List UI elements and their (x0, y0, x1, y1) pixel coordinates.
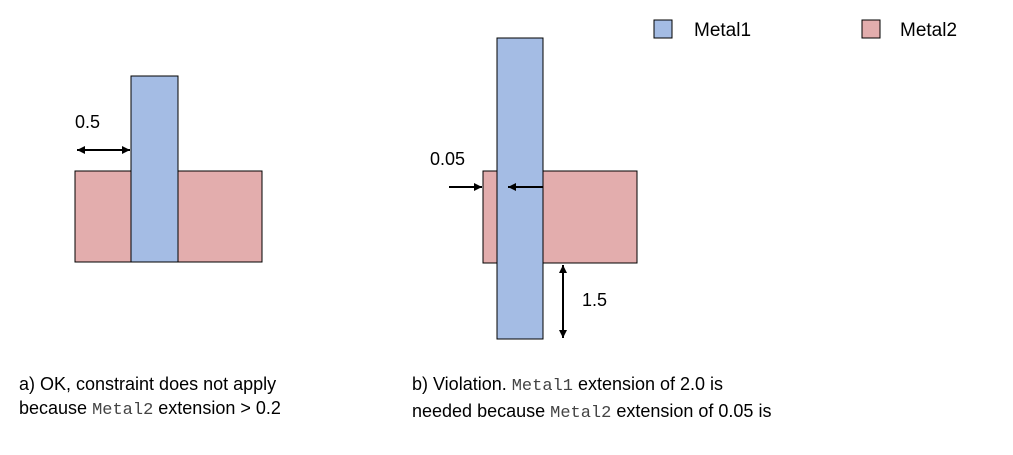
caption-b-line1: b) Violation. Metal1 extension of 2.0 is (412, 372, 771, 399)
caption-a-line2-post: extension > 0.2 (153, 398, 281, 418)
diagram-b-metal1-rect (496, 37, 544, 340)
caption-a-line2: because Metal2 extension > 0.2 (19, 396, 281, 423)
legend-metal2-label: Metal2 (900, 20, 957, 41)
legend-metal1-label: Metal1 (694, 20, 751, 41)
diagram-a: 0.5 (74, 75, 263, 263)
legend-metal2-swatch (861, 19, 881, 39)
caption-a-line1: a) OK, constraint does not apply (19, 374, 277, 394)
diagram-a-metal1-rect (130, 75, 179, 263)
legend-metal1-swatch (653, 19, 673, 39)
caption-b: b) Violation. Metal1 extension of 2.0 is… (412, 372, 771, 426)
diagram-b: 0.05 1.5 (430, 37, 638, 340)
caption-b-line1-post: extension of 2.0 is (572, 374, 724, 394)
diagram-b-bottom-dimension-label: 1.5 (582, 290, 607, 310)
diagram-a-dimension-label: 0.5 (75, 112, 100, 132)
caption-b-line2-pre: needed because (412, 401, 551, 421)
caption-b-line2-post: extension of 0.05 is (611, 401, 772, 421)
legend: Metal1 Metal2 (653, 19, 957, 41)
caption-b-line1-code: Metal1 (511, 377, 573, 396)
caption-a-line2-code: Metal2 (92, 401, 154, 420)
caption-b-line2-code: Metal2 (550, 404, 612, 423)
caption-a: a) OK, constraint does not apply because… (19, 372, 281, 423)
diagram-b-side-dimension-label: 0.05 (430, 149, 465, 169)
caption-b-line2: needed because Metal2 extension of 0.05 … (412, 399, 771, 426)
caption-b-line1-pre: b) Violation. (412, 374, 512, 394)
caption-a-line2-pre: because (19, 398, 93, 418)
